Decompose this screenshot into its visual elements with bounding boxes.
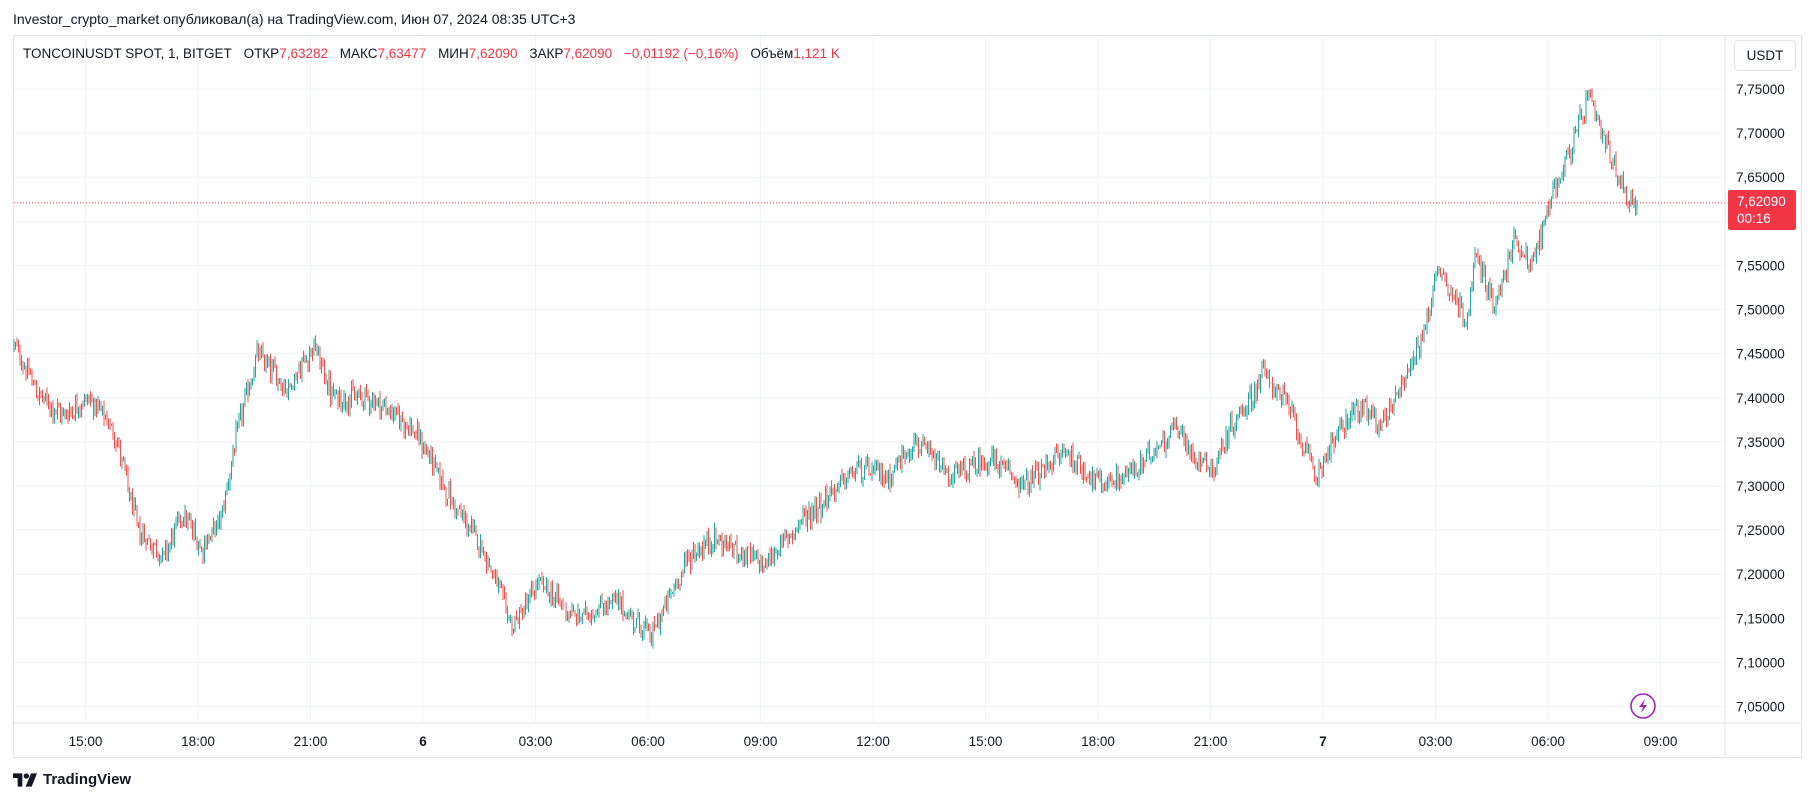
legend-open-value: 7,63282 bbox=[279, 46, 328, 61]
legend-low-label: МИН bbox=[438, 46, 469, 61]
tradingview-logo-icon bbox=[13, 772, 37, 787]
legend-high-value: 7,63477 bbox=[377, 46, 427, 61]
last-price-label: 7,62090 00:16 bbox=[1728, 190, 1796, 230]
y-tick-label: 7,50000 bbox=[1736, 303, 1785, 318]
y-tick-label: 7,45000 bbox=[1736, 347, 1785, 362]
legend-symbol[interactable]: TONCOINUSDT SPOT, 1, BITGET bbox=[23, 46, 232, 61]
y-tick-label: 7,55000 bbox=[1736, 258, 1785, 273]
x-tick-label: 6 bbox=[419, 734, 427, 749]
x-tick-label: 12:00 bbox=[856, 734, 890, 749]
x-tick-label: 06:00 bbox=[631, 734, 665, 749]
y-tick-label: 7,40000 bbox=[1736, 391, 1785, 406]
x-tick-label: 15:00 bbox=[69, 734, 103, 749]
y-tick-label: 7,35000 bbox=[1736, 435, 1785, 450]
legend-close-label: ЗАКР bbox=[529, 46, 564, 61]
last-price-value: 7,62090 bbox=[1737, 194, 1786, 209]
legend-open-label: ОТКР bbox=[243, 46, 280, 61]
y-tick-label: 7,70000 bbox=[1736, 126, 1785, 141]
lightning-icon[interactable] bbox=[1630, 693, 1656, 719]
legend-volume-label: Объём bbox=[750, 46, 794, 61]
tradingview-brand-text: TradingView bbox=[43, 771, 132, 788]
x-tick-label: 7 bbox=[1319, 734, 1327, 749]
grid-layer bbox=[14, 36, 1724, 722]
x-tick-label: 03:00 bbox=[519, 734, 553, 749]
legend-low-value: 7,62090 bbox=[468, 46, 518, 61]
x-tick-label: 18:00 bbox=[181, 734, 215, 749]
tradingview-brand[interactable]: TradingView bbox=[13, 771, 131, 788]
x-tick-label: 15:00 bbox=[969, 734, 1003, 749]
x-tick-label: 09:00 bbox=[1644, 734, 1678, 749]
y-tick-label: 7,65000 bbox=[1736, 170, 1785, 185]
chart-frame bbox=[13, 35, 1802, 758]
bar-countdown: 00:16 bbox=[1737, 211, 1771, 226]
x-tick-label: 21:00 bbox=[294, 734, 328, 749]
time-axis: 15:00 18:00 21:00 6 03:00 06:00 09:00 12:00 15:0… bbox=[69, 734, 1678, 749]
y-tick-label: 7,75000 bbox=[1736, 82, 1785, 97]
legend-change: −0,01192 (−0,16%) bbox=[623, 46, 739, 61]
candles-layer bbox=[13, 88, 1638, 649]
x-tick-label: 09:00 bbox=[744, 734, 778, 749]
x-tick-label: 21:00 bbox=[1194, 734, 1228, 749]
currency-button[interactable]: USDT bbox=[1734, 40, 1796, 71]
y-tick-label: 7,05000 bbox=[1736, 700, 1785, 715]
x-tick-label: 06:00 bbox=[1531, 734, 1565, 749]
x-tick-label: 18:00 bbox=[1081, 734, 1115, 749]
legend-close-value: 7,62090 bbox=[563, 46, 613, 61]
y-tick-label: 7,15000 bbox=[1736, 611, 1785, 626]
legend-volume-value: 1,121 K bbox=[793, 46, 840, 61]
symbol-legend: TONCOINUSDT SPOT, 1, BITGET ОТКР7,63282 … bbox=[23, 46, 840, 61]
x-tick-label: 03:00 bbox=[1419, 734, 1453, 749]
y-tick-label: 7,20000 bbox=[1736, 567, 1785, 582]
publisher-line: Investor_crypto_market опубликовал(а) на… bbox=[13, 11, 576, 27]
y-tick-label: 7,30000 bbox=[1736, 479, 1785, 494]
y-tick-label: 7,10000 bbox=[1736, 655, 1785, 670]
price-axis: 7,750007,700007,650007,600007,550007,500… bbox=[1736, 82, 1785, 715]
y-tick-label: 7,25000 bbox=[1736, 523, 1785, 538]
legend-high-label: МАКС bbox=[339, 46, 378, 61]
